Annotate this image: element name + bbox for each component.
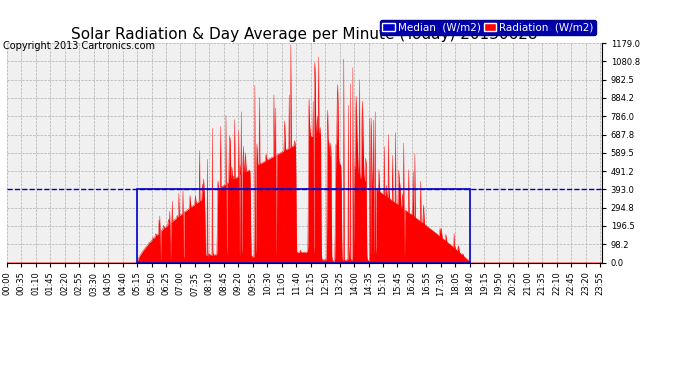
Text: Copyright 2013 Cartronics.com: Copyright 2013 Cartronics.com: [3, 41, 155, 51]
Legend: Median  (W/m2), Radiation  (W/m2): Median (W/m2), Radiation (W/m2): [380, 20, 596, 35]
Bar: [137, 189, 470, 262]
Title: Solar Radiation & Day Average per Minute (Today) 20130628: Solar Radiation & Day Average per Minute…: [71, 27, 538, 42]
